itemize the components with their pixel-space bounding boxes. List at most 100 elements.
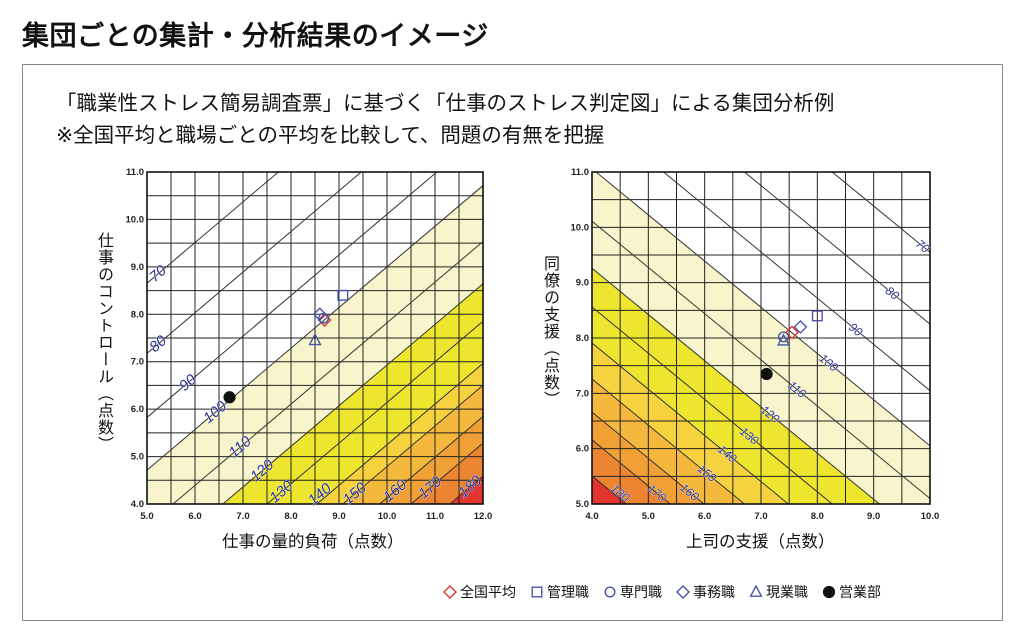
y-tick-label: 4.0 (131, 499, 144, 510)
data-point-全国平均 (784, 325, 799, 340)
y-tick-label: 7.0 (131, 357, 144, 368)
x-tick-label: 10.0 (921, 511, 940, 522)
x-tick-label: 4.0 (585, 511, 598, 522)
legend-item: 全国平均 (443, 582, 516, 602)
contour-line-70 (831, 171, 931, 253)
x-tick-label: 8.0 (811, 511, 824, 522)
contour-line-160 (591, 411, 705, 505)
legend-square-icon (531, 586, 543, 598)
figure-frame (22, 64, 1003, 621)
x-tick-label: 7.0 (236, 511, 249, 522)
contour-line-140 (316, 363, 484, 505)
legend-circle-icon (822, 585, 836, 599)
y-tick-label: 9.0 (576, 278, 589, 289)
y-tick-label: 5.0 (576, 499, 589, 510)
y-tick-label: 10.0 (571, 222, 590, 233)
x-tick-label: 6.0 (698, 511, 711, 522)
subtitle-line-2: ※全国平均と職場ごとの平均を比較して、問題の有無を把握 (56, 123, 605, 147)
data-point-専門職 (318, 312, 330, 324)
y-tick-label: 6.0 (131, 404, 144, 415)
contour-line-120 (591, 267, 880, 505)
x-tick-label: 5.0 (140, 511, 153, 522)
x-tick-label: 11.0 (426, 511, 444, 522)
contour-line-170 (410, 442, 484, 505)
legend-label: 現業職 (766, 585, 808, 601)
legend-marker (749, 585, 763, 597)
data-point-現業職 (776, 333, 791, 346)
x-tick-label: 7.0 (754, 511, 767, 522)
contour-line-90 (146, 171, 438, 418)
y-tick-label: 5.0 (131, 452, 144, 463)
right-chart-y-axis-label: 同僚の支援（点数） (541, 255, 560, 408)
y-tick-label: 8.0 (576, 333, 589, 344)
x-tick-label: 8.0 (284, 511, 297, 522)
data-point-営業部 (223, 391, 236, 404)
contour-line-110 (172, 241, 484, 505)
contour-line-100 (595, 171, 931, 447)
y-tick-label: 9.0 (131, 262, 144, 273)
y-tick-label: 8.0 (131, 309, 144, 320)
contour-line-70 (146, 171, 279, 284)
contour-line-160 (379, 416, 484, 505)
legend-triangle-icon (749, 585, 763, 597)
data-point-事務職 (793, 319, 808, 334)
legend-label: 営業部 (839, 585, 881, 601)
legend-item: 事務職 (676, 582, 735, 602)
contour-line-130 (591, 306, 833, 505)
left-chart-x-axis-label: 仕事の量的負荷（点数） (222, 532, 404, 551)
legend-marker (604, 586, 616, 598)
plot-border (146, 171, 484, 505)
contour-line-130 (266, 320, 484, 505)
legend-item: 現業職 (749, 582, 808, 602)
legend-item: 営業部 (822, 582, 881, 602)
data-point-現業職 (308, 332, 322, 346)
contour-line-180 (449, 475, 484, 505)
plot-area (591, 171, 931, 505)
contour-line-120 (222, 283, 484, 505)
y-tick-label: 6.0 (576, 444, 589, 455)
x-tick-label: 6.0 (188, 511, 201, 522)
left-chart-y-axis-label: 仕事のコントロール（点数） (95, 232, 114, 453)
legend-diamond-icon (676, 585, 690, 599)
legend-label: 全国平均 (460, 585, 516, 601)
y-tick-label: 11.0 (571, 167, 589, 178)
contour-line-140 (591, 342, 789, 505)
contour-line-100 (146, 185, 484, 471)
data-point-専門職 (778, 331, 790, 343)
y-tick-label: 10.0 (126, 214, 145, 225)
contour-line-110 (591, 220, 931, 499)
legend-item: 専門職 (603, 582, 662, 602)
legend-marker (531, 586, 543, 598)
data-point-事務職 (312, 307, 327, 322)
legend-diamond-icon (443, 585, 457, 599)
contour-line-80 (146, 171, 362, 354)
right-chart-x-axis-label: 上司の支援（点数） (686, 532, 835, 551)
legend-marker (676, 585, 690, 599)
y-tick-label: 7.0 (576, 388, 589, 399)
contour-line-90 (663, 171, 931, 391)
page-title: 集団ごとの集計・分析結果のイメージ (22, 21, 489, 52)
data-point-営業部 (760, 367, 773, 381)
x-tick-label: 10.0 (378, 511, 397, 522)
data-point-管理職 (337, 289, 349, 301)
contour-line-150 (591, 378, 745, 505)
x-tick-label: 5.0 (642, 511, 655, 522)
x-tick-label: 12.0 (474, 511, 493, 522)
legend-marker (443, 585, 457, 599)
data-point-管理職 (811, 310, 823, 322)
contour-line-150 (342, 384, 484, 505)
legend-label: 事務職 (693, 585, 735, 601)
legend-label: 管理職 (547, 585, 589, 601)
subtitle-line-1: 「職業性ストレス簡易調査票」に基づく「仕事のストレス判定図」による集団分析例 (56, 91, 835, 115)
legend-circle-icon (604, 586, 616, 598)
contour-line-170 (591, 439, 671, 505)
contour-line-180 (591, 475, 627, 505)
x-tick-label: 9.0 (867, 511, 880, 522)
legend-marker (822, 585, 836, 599)
legend-item: 管理職 (530, 582, 589, 602)
plot-border (591, 171, 931, 505)
x-tick-label: 9.0 (332, 511, 345, 522)
legend: 全国平均 管理職 専門職 事務職 現業職 営業部 (443, 582, 881, 602)
